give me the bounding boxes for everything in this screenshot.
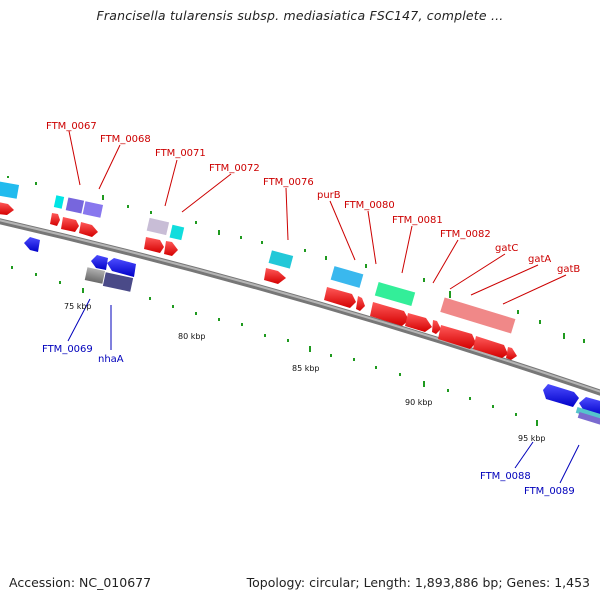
reverse-strand-genes[interactable] — [24, 237, 600, 427]
gene-arrow — [543, 384, 579, 407]
gene-box — [440, 297, 516, 334]
genome-summary-text: Topology: circular; Length: 1,893,886 bp… — [246, 575, 590, 590]
gene-box — [374, 282, 416, 306]
gene-arrow — [107, 258, 136, 277]
scale-label: 85 kbp — [292, 364, 320, 373]
gene-box — [330, 266, 364, 288]
gene-label: FTM_0080 — [344, 200, 395, 211]
scale-label: 75 kbp — [64, 302, 92, 311]
reverse-gene-labels: FTM_0069 nhaA FTM_0088 FTM_0089 — [42, 344, 575, 497]
tick-marks-outer — [7, 176, 585, 343]
gene-label: FTM_0071 — [155, 148, 206, 159]
gene-arrow — [164, 241, 178, 256]
forward-gene-labels: FTM_0067 FTM_0068 FTM_0071 FTM_0072 FTM_… — [46, 121, 580, 275]
gene-arrow — [264, 268, 286, 284]
genome-backbone-highlight — [0, 219, 600, 393]
gene-label: FTM_0082 — [440, 229, 491, 240]
map-title: Francisella tularensis subsp. mediasiati… — [96, 8, 504, 23]
label-leaders-reverse — [67, 298, 580, 484]
gene-arrow — [0, 202, 14, 215]
gene-label: nhaA — [98, 354, 124, 365]
gene-label: FTM_0089 — [524, 486, 575, 497]
gene-arrow — [356, 296, 365, 311]
gene-arrow — [438, 325, 476, 349]
gene-label: FTM_0067 — [46, 121, 97, 132]
gene-label: FTM_0068 — [100, 134, 151, 145]
gene-arrow — [50, 213, 60, 226]
scale-labels: 75 kbp 80 kbp 85 kbp 90 kbp 95 kbp — [64, 302, 546, 443]
gene-arrow — [473, 336, 508, 358]
gene-box — [0, 181, 20, 199]
gene-box — [146, 217, 170, 236]
gene-label: FTM_0081 — [392, 215, 443, 226]
gene-label: gatB — [557, 264, 580, 275]
gene-arrow — [324, 287, 356, 308]
gene-label: FTM_0072 — [209, 163, 260, 174]
scale-label: 95 kbp — [518, 434, 546, 443]
scale-label: 90 kbp — [405, 398, 433, 407]
gene-arrow — [61, 217, 79, 232]
gene-label: FTM_0088 — [480, 471, 531, 482]
gene-arrow — [432, 320, 441, 334]
gene-label: gatC — [495, 243, 518, 254]
gene-box — [102, 272, 134, 292]
accession-text: Accession: NC_010677 — [9, 575, 152, 590]
gene-arrow — [24, 237, 40, 252]
gene-label: FTM_0076 — [263, 177, 314, 188]
scale-label: 80 kbp — [178, 332, 206, 341]
gene-box — [84, 267, 106, 284]
gene-arrow — [405, 313, 432, 332]
label-leaders-forward — [68, 130, 567, 305]
gene-arrow — [144, 237, 164, 253]
gene-box — [169, 224, 185, 241]
gene-box — [53, 195, 65, 209]
gene-box — [577, 412, 600, 427]
gene-box — [65, 197, 85, 214]
gene-label: purB — [317, 190, 341, 201]
forward-strand-genes[interactable] — [0, 181, 517, 360]
gene-box — [268, 250, 294, 269]
tick-marks-inner — [11, 266, 538, 426]
gene-arrow — [79, 222, 98, 237]
gene-arrow — [506, 347, 517, 360]
gene-label: gatA — [528, 254, 551, 265]
gene-label: FTM_0069 — [42, 344, 93, 355]
gene-box — [82, 201, 104, 218]
gene-arrow — [370, 302, 409, 326]
gene-arrow — [91, 255, 108, 270]
